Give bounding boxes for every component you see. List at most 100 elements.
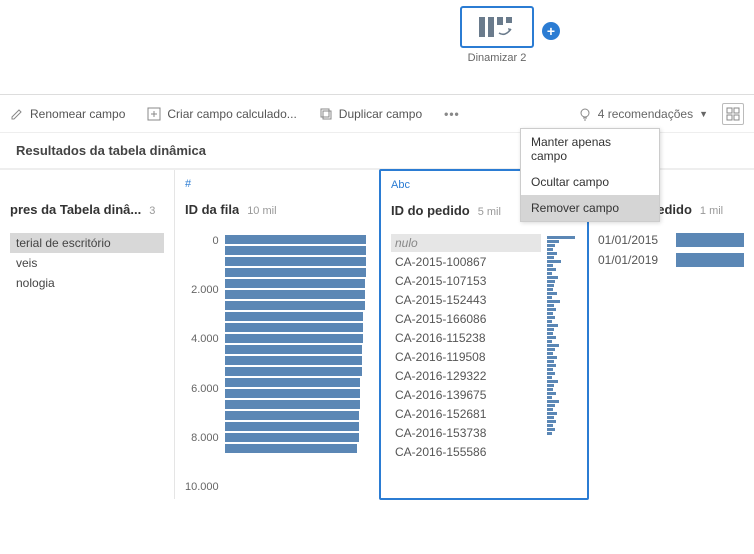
mini-bar: [547, 428, 555, 431]
mini-bar: [547, 328, 554, 331]
flow-step-pivot[interactable]: [460, 6, 534, 48]
date-bar: [676, 233, 744, 247]
menu-hide-field[interactable]: Ocultar campo: [521, 169, 659, 195]
histogram-bar[interactable]: [225, 356, 362, 365]
mini-bar: [547, 248, 553, 251]
mini-bar: [547, 264, 553, 267]
histogram-bar[interactable]: [225, 312, 364, 321]
axis-tick: 6.000: [185, 383, 219, 395]
value-item[interactable]: CA-2015-100867: [391, 253, 541, 271]
column-header-pivot-values[interactable]: pres da Tabela dinâ...: [10, 202, 141, 217]
rename-icon: [10, 107, 24, 121]
mini-bar: [547, 256, 554, 259]
duplicate-field-button[interactable]: Duplicar campo: [319, 107, 422, 121]
value-item[interactable]: CA-2015-107153: [391, 272, 541, 290]
histogram-bar[interactable]: [225, 323, 364, 332]
mini-bar: [547, 420, 556, 423]
value-item[interactable]: nulo: [391, 234, 541, 252]
mini-bar: [547, 396, 552, 399]
create-calculated-field-label: Criar campo calculado...: [167, 107, 296, 121]
category-item[interactable]: terial de escritório: [10, 233, 164, 253]
mini-bar: [547, 252, 557, 255]
histogram-bar[interactable]: [225, 422, 359, 431]
date-row[interactable]: 01/01/2015: [598, 233, 744, 247]
mini-bar: [547, 320, 552, 323]
mini-bar: [547, 360, 554, 363]
histogram-bar[interactable]: [225, 290, 365, 299]
histogram-bar[interactable]: [225, 268, 366, 277]
mini-bar: [547, 244, 555, 247]
add-step-button[interactable]: +: [542, 22, 560, 40]
mini-bar: [547, 368, 553, 371]
mini-bar: [547, 260, 561, 263]
histogram-bar[interactable]: [225, 246, 366, 255]
histogram-bar[interactable]: [225, 301, 365, 310]
mini-bar: [547, 376, 552, 379]
column-count: 1 mil: [700, 205, 723, 217]
recommendations-dropdown[interactable]: 4 recomendações ▼: [578, 107, 708, 121]
column-count: 3: [149, 205, 155, 217]
mini-bar: [547, 272, 552, 275]
axis-tick: 8.000: [185, 432, 219, 444]
column-count: 5 mil: [478, 206, 501, 218]
axis-tick: 2.000: [185, 284, 219, 296]
mini-bar: [547, 300, 560, 303]
histogram-bar[interactable]: [225, 367, 362, 376]
mini-bar: [547, 364, 556, 367]
rename-field-button[interactable]: Renomear campo: [10, 107, 125, 121]
value-item[interactable]: CA-2016-129322: [391, 367, 541, 385]
menu-keep-only-field[interactable]: Manter apenas campo: [521, 129, 659, 169]
view-toggle-button[interactable]: [722, 103, 744, 125]
value-item[interactable]: CA-2015-152443: [391, 291, 541, 309]
value-item[interactable]: CA-2016-152681: [391, 405, 541, 423]
mini-bar: [547, 292, 557, 295]
mini-bar: [547, 356, 557, 359]
mini-bar: [547, 236, 575, 239]
value-item[interactable]: CA-2016-119508: [391, 348, 541, 366]
histogram-bar[interactable]: [225, 411, 359, 420]
category-item[interactable]: veis: [10, 253, 164, 273]
menu-remove-field[interactable]: Remover campo: [521, 195, 659, 221]
order-date-values: 01/01/2015 01/01/2019: [598, 233, 744, 267]
histogram-bar[interactable]: [225, 279, 365, 288]
mini-bar: [547, 280, 555, 283]
mini-bar: [547, 432, 552, 435]
axis-tick: 4.000: [185, 333, 219, 345]
mini-bar: [547, 400, 559, 403]
mini-bar: [547, 384, 554, 387]
mini-bar: [547, 404, 555, 407]
histogram-bar[interactable]: [225, 444, 358, 453]
histogram-bar[interactable]: [225, 433, 359, 442]
value-item[interactable]: CA-2016-155586: [391, 443, 541, 461]
value-item[interactable]: CA-2015-166086: [391, 310, 541, 328]
value-item[interactable]: CA-2016-153738: [391, 424, 541, 442]
histogram-bar[interactable]: [225, 257, 366, 266]
mini-bar: [547, 268, 556, 271]
histogram-bar[interactable]: [225, 378, 361, 387]
column-header-row-id[interactable]: ID da fila: [185, 202, 239, 217]
duplicate-field-label: Duplicar campo: [339, 107, 422, 121]
mini-bar: [547, 424, 553, 427]
create-calculated-field-button[interactable]: Criar campo calculado...: [147, 107, 296, 121]
row-id-histogram: 02.0004.0006.0008.00010.000: [185, 233, 369, 499]
date-row[interactable]: 01/01/2019: [598, 253, 744, 267]
value-item[interactable]: CA-2016-115238: [391, 329, 541, 347]
more-actions-button[interactable]: •••: [444, 107, 460, 121]
histogram-bar[interactable]: [225, 345, 362, 354]
column-count: 10 mil: [247, 205, 276, 217]
value-item[interactable]: CA-2016-139675: [391, 386, 541, 404]
mini-bar: [547, 296, 552, 299]
histogram-bar[interactable]: [225, 389, 361, 398]
histogram-bar[interactable]: [225, 334, 364, 343]
date-label: 01/01/2019: [598, 253, 668, 267]
category-list: terial de escritórioveisnologia: [10, 233, 164, 293]
column-header-order-id[interactable]: ID do pedido: [391, 203, 470, 218]
histogram-bar[interactable]: [225, 235, 366, 244]
category-item[interactable]: nologia: [10, 273, 164, 293]
mini-bar: [547, 240, 559, 243]
bulb-icon: [578, 107, 592, 121]
histogram-bar[interactable]: [225, 400, 361, 409]
rename-field-label: Renomear campo: [30, 107, 125, 121]
mini-bar: [547, 308, 556, 311]
mini-bar: [547, 288, 553, 291]
